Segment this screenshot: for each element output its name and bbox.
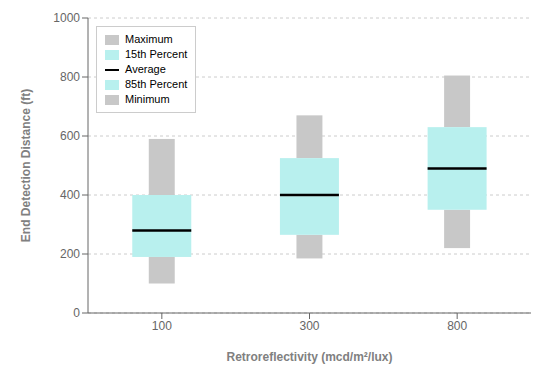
svg-text:800: 800	[60, 70, 80, 84]
svg-text:600: 600	[60, 129, 80, 143]
svg-text:1000: 1000	[53, 11, 80, 25]
svg-text:300: 300	[299, 319, 319, 333]
svg-text:100: 100	[152, 319, 172, 333]
html-text:Maximum: Maximum	[125, 33, 173, 45]
svg-text:200: 200	[60, 247, 80, 261]
html-text:Minimum: Minimum	[125, 93, 170, 105]
html-text:15th Percent: 15th Percent	[125, 48, 188, 60]
svg-text:400: 400	[60, 188, 80, 202]
html-text:Average: Average	[125, 63, 166, 75]
svg-text:0: 0	[73, 306, 80, 320]
svg-text:Retroreflectivity (mcd/m²/lux): Retroreflectivity (mcd/m²/lux)	[226, 350, 392, 364]
svg-text:End Detection Distance (ft): End Detection Distance (ft)	[19, 89, 33, 242]
html-text:85th Percent: 85th Percent	[125, 78, 188, 90]
svg-text:800: 800	[447, 319, 467, 333]
